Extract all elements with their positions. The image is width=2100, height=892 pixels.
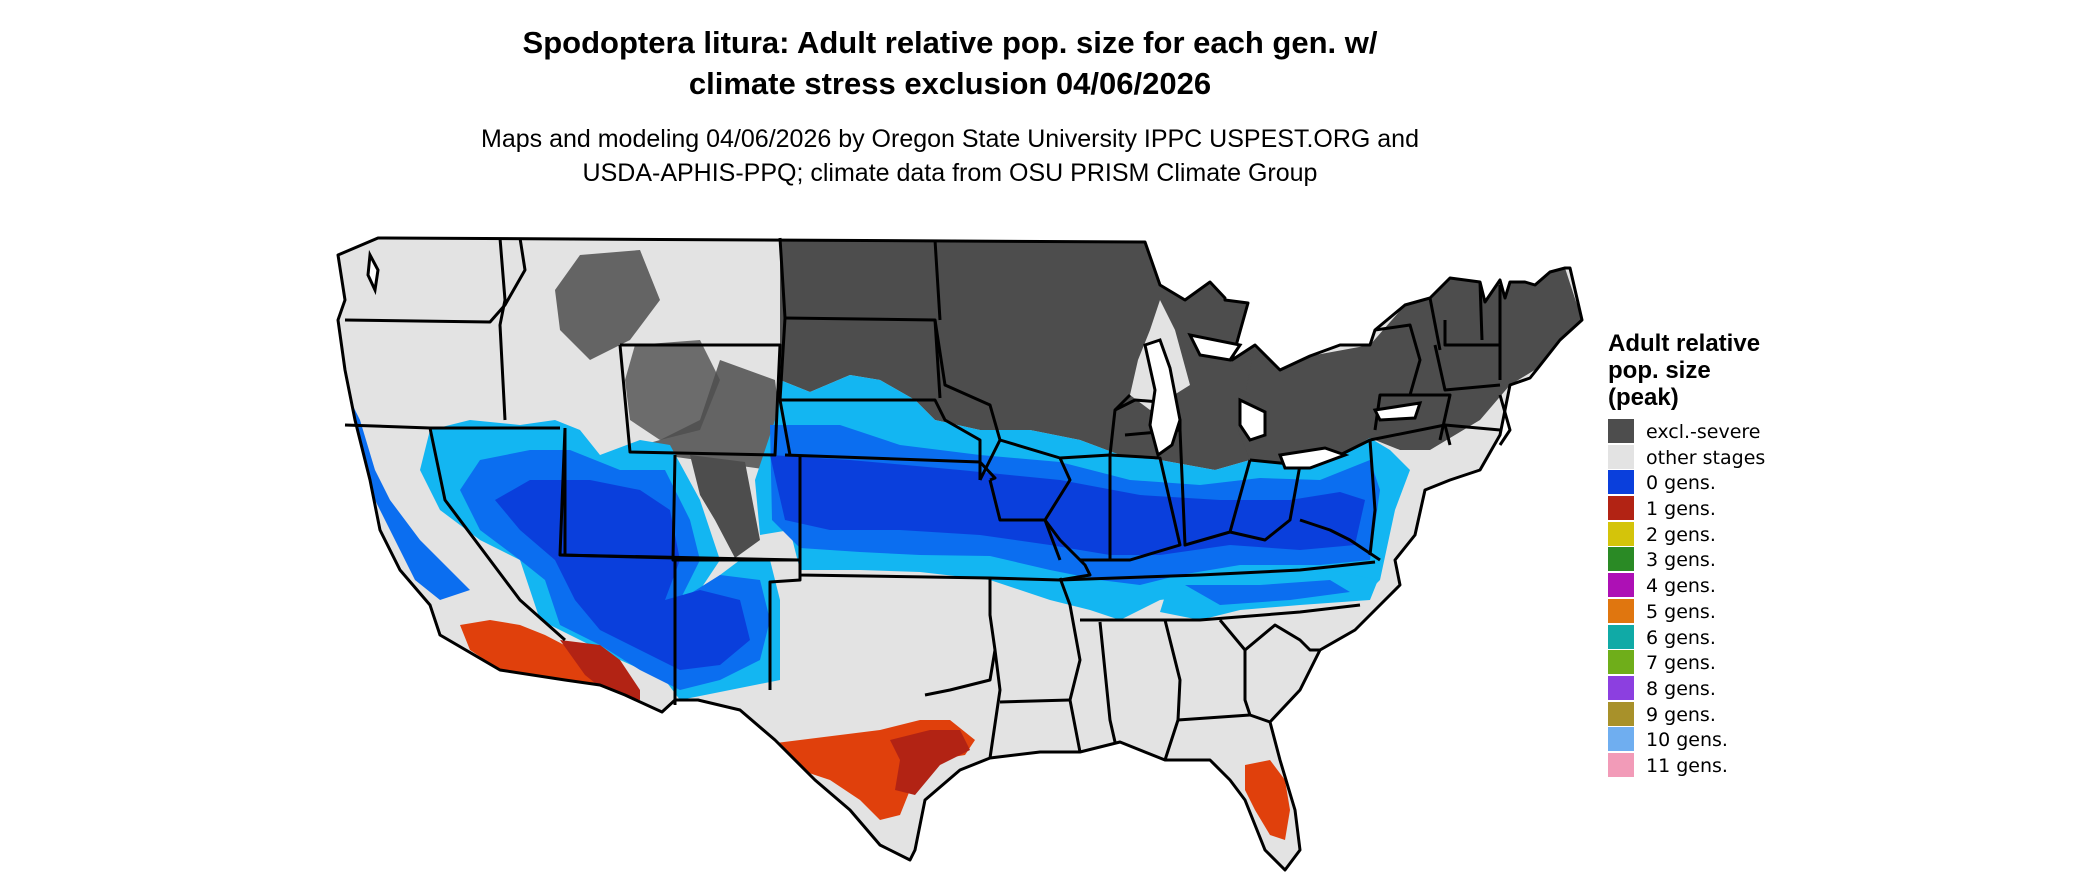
legend-swatch (1608, 598, 1634, 623)
legend-swatch (1608, 521, 1634, 546)
state-borders (336, 236, 1584, 872)
legend-label: excl.-severe (1646, 421, 1761, 443)
great-lakes (366, 249, 1423, 470)
legend-title-line-3: (peak) (1608, 384, 1679, 411)
title-line-1: Spodoptera litura: Adult relative pop. s… (522, 25, 1378, 60)
legend-swatch (1608, 470, 1634, 495)
legend-swatch (1608, 547, 1634, 572)
legend-label: 8 gens. (1646, 677, 1716, 700)
legend-swatch (1608, 675, 1634, 700)
subtitle-line-2: USDA-APHIS-PPQ; climate data from OSU PR… (582, 159, 1318, 187)
legend-swatch (1608, 419, 1634, 443)
legend-item: 1 gens. (1608, 496, 1760, 522)
legend-swatch (1608, 752, 1634, 777)
chart-title: Spodoptera litura: Adult relative pop. s… (0, 22, 1900, 104)
legend-swatch (1608, 496, 1634, 521)
legend-label: 2 gens. (1646, 523, 1716, 546)
legend-items: excl.-severe other stages 0 gens. 1 gens. 2 … (1608, 419, 1765, 779)
legend-item: 10 gens. (1608, 727, 1760, 753)
legend-item: 6 gens. (1608, 624, 1760, 651)
legend-label: 4 gens. (1646, 575, 1716, 598)
legend-item: 3 gens. (1608, 547, 1760, 573)
legend-swatch (1608, 573, 1634, 598)
legend-label: 3 gens. (1646, 549, 1716, 572)
legend-item: excl.-severe (1608, 419, 1761, 445)
legend-swatch (1608, 727, 1634, 752)
legend-label: 10 gens. (1646, 729, 1728, 752)
legend-title-line-1: Adult relative (1608, 330, 1761, 357)
legend-item: 11 gens. (1608, 752, 1760, 779)
legend-item: 4 gens. (1608, 573, 1760, 599)
legend-item: 8 gens. (1608, 675, 1760, 702)
legend-label: other stages (1646, 446, 1766, 469)
legend-item: other stages (1608, 444, 1765, 471)
legend-swatch (1608, 624, 1634, 649)
one-gen-area (460, 620, 1290, 840)
legend-swatch (1608, 701, 1634, 726)
legend-label: 0 gens. (1646, 472, 1716, 495)
legend-label: 5 gens. (1646, 600, 1716, 623)
chart-subtitle: Maps and modeling 04/06/2026 by Oregon S… (0, 122, 1900, 190)
legend-title: Adult relative pop. size (peak) (1608, 330, 1760, 411)
us-outline (336, 236, 1584, 872)
legend-item: 7 gens. (1608, 650, 1760, 676)
subtitle-line-1: Maps and modeling 04/06/2026 by Oregon S… (481, 125, 1419, 153)
legend-item: 9 gens. (1608, 701, 1760, 728)
title-line-2: climate stress exclusion 04/06/2026 (688, 66, 1212, 101)
legend-swatch (1608, 650, 1634, 675)
legend-label: 1 gens. (1646, 498, 1716, 521)
legend-label: 9 gens. (1646, 703, 1716, 726)
legend: Adult relative pop. size (peak) excl.-se… (1608, 330, 1765, 779)
legend-item: 5 gens. (1608, 598, 1760, 625)
legend-label: 7 gens. (1646, 652, 1716, 675)
legend-item: 2 gens. (1608, 521, 1760, 548)
legend-title-line-2: pop. size (1608, 357, 1711, 384)
legend-label: 6 gens. (1646, 626, 1716, 649)
zero-gens-area (345, 375, 1410, 700)
legend-swatch (1608, 444, 1634, 469)
legend-item: 0 gens. (1608, 470, 1760, 496)
legend-label: 11 gens. (1646, 754, 1728, 777)
